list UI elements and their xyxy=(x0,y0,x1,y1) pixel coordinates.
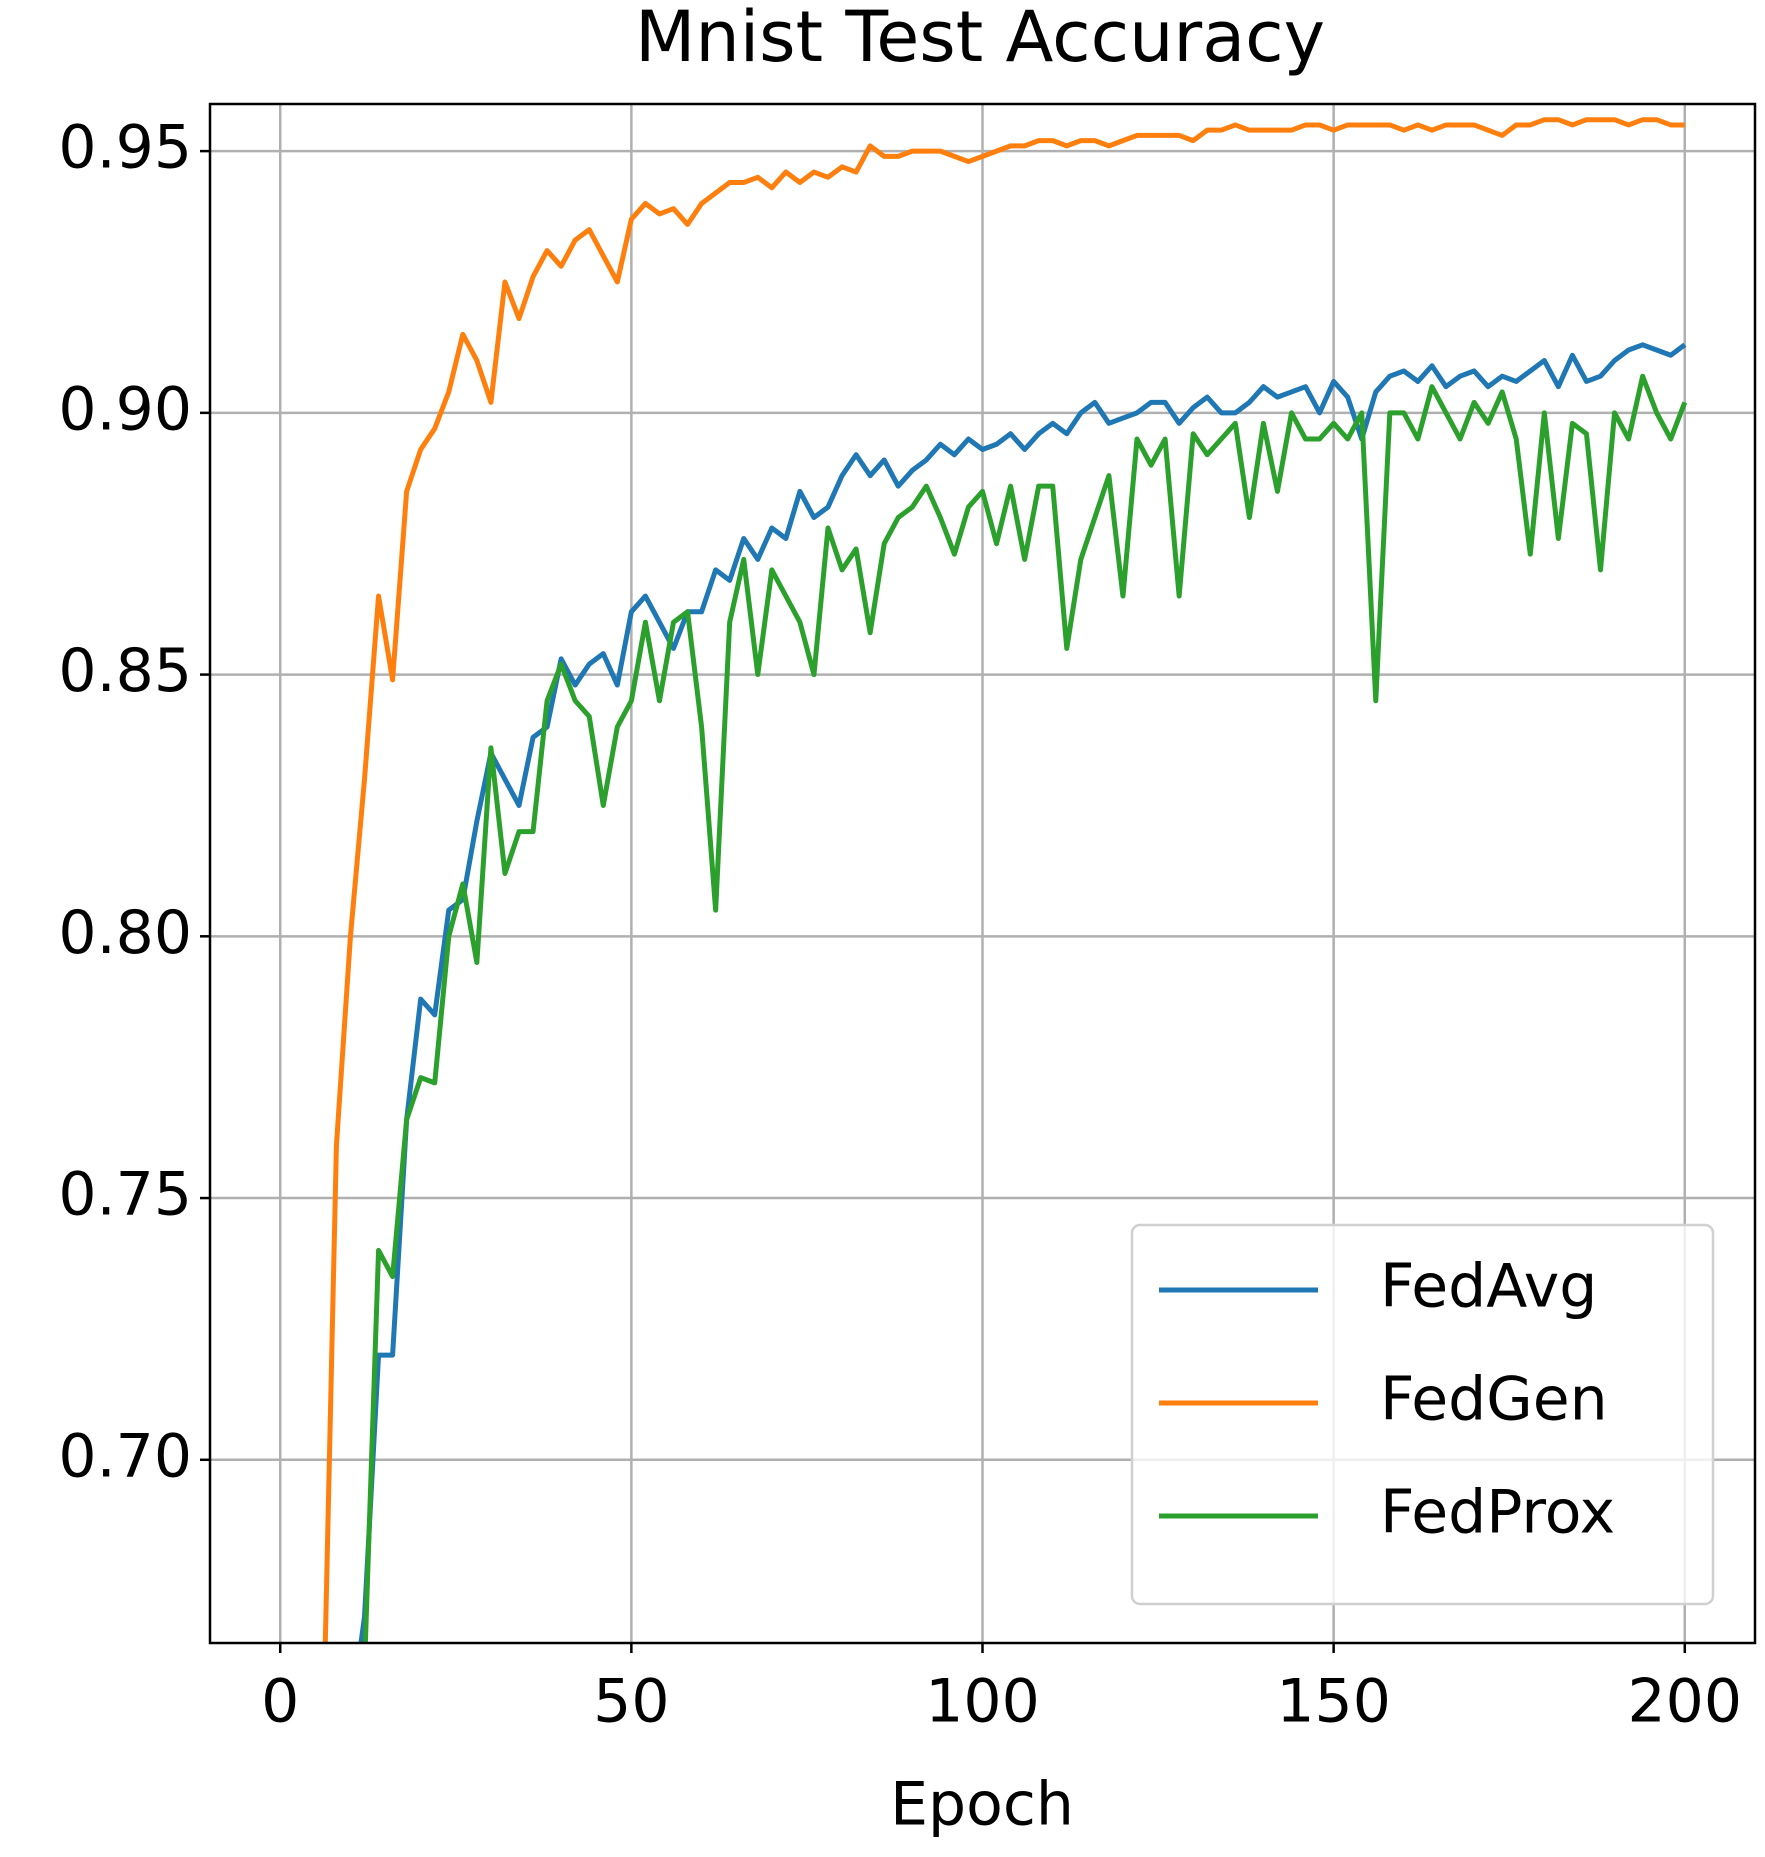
grid: 0.70 0.75 0.80 0.85 0.90 0.95 0 50 100 150 200 xyxy=(58,104,1755,1737)
y-tick-label: 0.95 xyxy=(58,113,192,183)
series-line xyxy=(362,373,1688,1643)
x-axis-label: Epoch xyxy=(890,1770,1074,1840)
legend-label: FedAvg xyxy=(1380,1252,1597,1322)
x-tick-label: 100 xyxy=(925,1667,1040,1737)
legend-box xyxy=(1130,1223,1715,1606)
plot-frame xyxy=(208,102,1757,1645)
y-tick-label: 0.85 xyxy=(58,636,192,706)
y-tick-label: 0.75 xyxy=(58,1160,192,1230)
plot-lines xyxy=(322,117,1688,1643)
series-line xyxy=(358,342,1687,1643)
series-line xyxy=(322,117,1685,1643)
x-tick-label: 150 xyxy=(1276,1667,1391,1737)
y-tick-label: 0.90 xyxy=(58,374,192,444)
chart-title: Mnist Test Accuracy xyxy=(635,0,1325,78)
legend: FedAvg FedGen FedProx xyxy=(1130,1223,1715,1606)
x-tick-label: 200 xyxy=(1628,1667,1743,1737)
x-tick-label: 0 xyxy=(261,1667,299,1737)
legend-label: FedGen xyxy=(1380,1365,1608,1435)
x-tick-label: 50 xyxy=(593,1667,669,1737)
y-tick-label: 0.70 xyxy=(58,1421,192,1491)
legend-label: FedProx xyxy=(1380,1478,1615,1548)
y-tick-label: 0.80 xyxy=(58,898,192,968)
